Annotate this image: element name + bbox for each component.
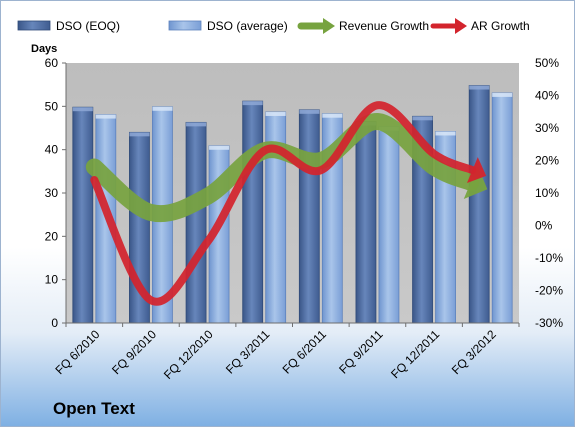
y-axis-title: Days [31,43,57,55]
bar-top [72,107,93,112]
y2-tick-label: -30% [535,316,563,330]
y-tick-label: 60 [45,56,59,70]
legend-arrow [323,18,335,34]
bar [491,92,513,324]
legend: DSO (EOQ) DSO (average) Revenue Growth AR G… [17,18,530,34]
bar [72,106,94,324]
company-name: Open Text [53,399,135,418]
y2-tick-label: 50% [535,56,559,70]
bar-top [95,114,116,119]
legend-swatch [168,20,202,31]
y-tick-label: 50 [45,99,59,113]
x-tick-label: FQ 6/2010 [52,327,102,377]
bar-top [469,85,490,90]
bar-top [435,131,456,136]
legend-label: AR Growth [471,19,530,33]
bar-top [412,116,433,121]
bar-top [492,92,513,97]
y2-tick-label: 0% [535,219,553,233]
bar-top [322,113,343,118]
y2-tick-label: 30% [535,121,559,135]
legend-label: DSO (average) [207,19,288,33]
y-tick-label: 30 [45,186,59,200]
x-tick-label: FQ 9/2010 [109,327,159,377]
bar-top [265,111,286,116]
bar [468,85,490,324]
x-tick-label: FQ 12/2011 [388,327,442,381]
arrow-head [466,157,487,183]
bar-top [209,145,230,150]
x-tick-label: FQ 3/2011 [223,327,273,377]
y-tick-label: 10 [45,273,59,287]
legend-label: Revenue Growth [339,19,429,33]
bar [242,100,264,324]
bar-top [242,101,263,106]
legend-swatch [17,20,51,31]
bar [185,121,207,324]
y2-tick-label: -20% [535,284,563,298]
y-tick-label: 40 [45,143,59,157]
bar-top [186,122,207,127]
bar [298,109,320,324]
x-tick-label: FQ 9/2011 [336,327,386,377]
y2-tick-label: -10% [535,251,563,265]
bar [355,121,377,324]
x-tick-label: FQ 12/2010 [161,327,216,382]
legend-label: DSO (EOQ) [56,19,120,33]
y-tick-label: 0 [51,316,58,330]
line-series-1 [90,101,477,306]
legend-arrow [455,18,467,34]
y2-tick-label: 10% [535,186,559,200]
y2-tick-label: 20% [535,154,559,168]
bar-top [299,109,320,114]
x-tick-label: FQ 6/2011 [280,327,330,377]
bar [378,126,400,324]
x-tick-label: FQ 3/2012 [449,327,499,377]
y-tick-label: 20 [45,229,59,243]
y2-tick-label: 40% [535,89,559,103]
arrow-head [463,165,488,199]
bar-top [129,132,150,137]
bar-top [152,106,173,111]
